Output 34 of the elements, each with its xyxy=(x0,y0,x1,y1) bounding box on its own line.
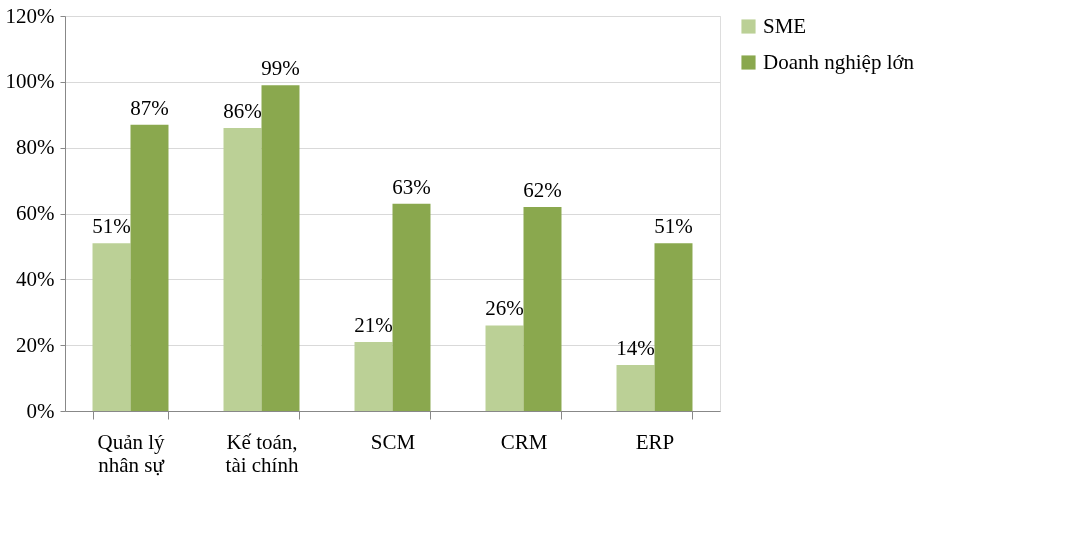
y-tick-label: 120% xyxy=(5,3,55,28)
bar xyxy=(223,127,262,411)
legend-label: Doanh nghiệp lớn xyxy=(763,49,915,74)
bar xyxy=(261,85,300,411)
y-tick-label: 100% xyxy=(5,69,55,94)
x-tick-label: Quản lý nhân sự xyxy=(97,429,166,477)
y-tick-label: 60% xyxy=(16,201,55,225)
y-tick-label: 0% xyxy=(26,398,55,423)
bar xyxy=(92,243,131,411)
legend-label: SME xyxy=(763,13,807,38)
x-tick-label: SCM xyxy=(370,429,416,454)
bar xyxy=(392,203,431,411)
data-label: 86% xyxy=(223,98,262,123)
data-label: 21% xyxy=(354,312,393,337)
bar xyxy=(654,243,693,411)
data-label: 63% xyxy=(392,174,431,199)
bar xyxy=(130,124,169,411)
data-label: 87% xyxy=(130,95,169,120)
data-label: 26% xyxy=(485,296,524,321)
bar xyxy=(523,206,562,411)
x-tick-label: Kế toán, tài chính xyxy=(225,429,299,477)
data-label: 62% xyxy=(523,177,562,202)
data-label: 99% xyxy=(261,56,300,81)
data-label: 51% xyxy=(654,214,693,239)
bar xyxy=(354,341,393,411)
data-label: 51% xyxy=(92,214,131,239)
bar xyxy=(616,364,655,411)
x-tick-label: CRM xyxy=(500,429,548,454)
x-tick-label: ERP xyxy=(635,429,675,454)
y-tick-label: 20% xyxy=(16,332,55,357)
y-tick-label: 80% xyxy=(16,135,55,160)
data-label: 14% xyxy=(616,335,655,360)
y-tick-label: 40% xyxy=(16,266,55,291)
bar xyxy=(485,325,524,411)
